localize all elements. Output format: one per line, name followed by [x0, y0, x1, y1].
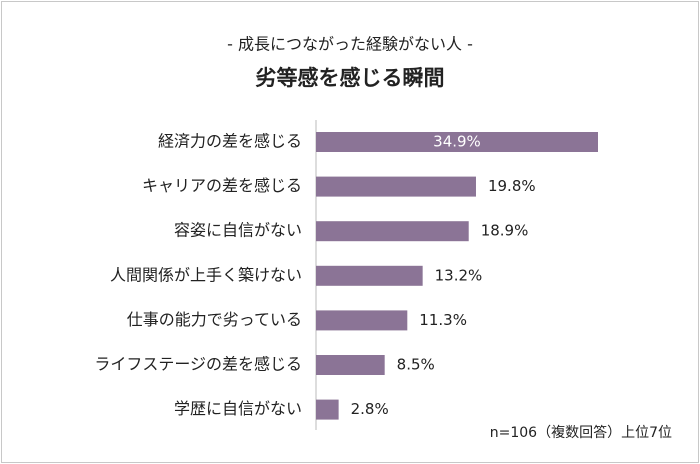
category-label: ライフステージの差を感じる	[94, 355, 302, 374]
value-label: 34.9%	[433, 133, 481, 151]
category-label: 経済力の差を感じる	[158, 132, 302, 151]
category-label: 人間関係が上手く築けない	[110, 265, 302, 284]
category-label: 仕事の能力で劣っている	[127, 310, 302, 329]
value-label: 2.8%	[351, 400, 389, 418]
bar	[316, 399, 339, 420]
bar	[316, 221, 469, 242]
note: n=106（複数回答）上位7位	[490, 424, 672, 441]
category-label: 学歴に自信がない	[174, 399, 302, 418]
value-label: 11.3%	[419, 311, 467, 329]
bar	[316, 176, 476, 197]
bar	[316, 265, 423, 286]
bar	[316, 355, 385, 375]
bar	[316, 310, 408, 331]
category-label: 容姿に自信がない	[174, 221, 302, 240]
value-label: 19.8%	[488, 177, 536, 195]
value-label: 13.2%	[435, 266, 483, 284]
value-label: 18.9%	[481, 222, 529, 240]
bar	[316, 132, 598, 152]
value-label: 8.5%	[397, 356, 435, 374]
chart-title: 劣等感を感じる瞬間	[256, 66, 445, 90]
category-label: キャリアの差を感じる	[142, 176, 302, 195]
chart-subtitle: - 成長につながった経験がない人 -	[227, 35, 473, 54]
